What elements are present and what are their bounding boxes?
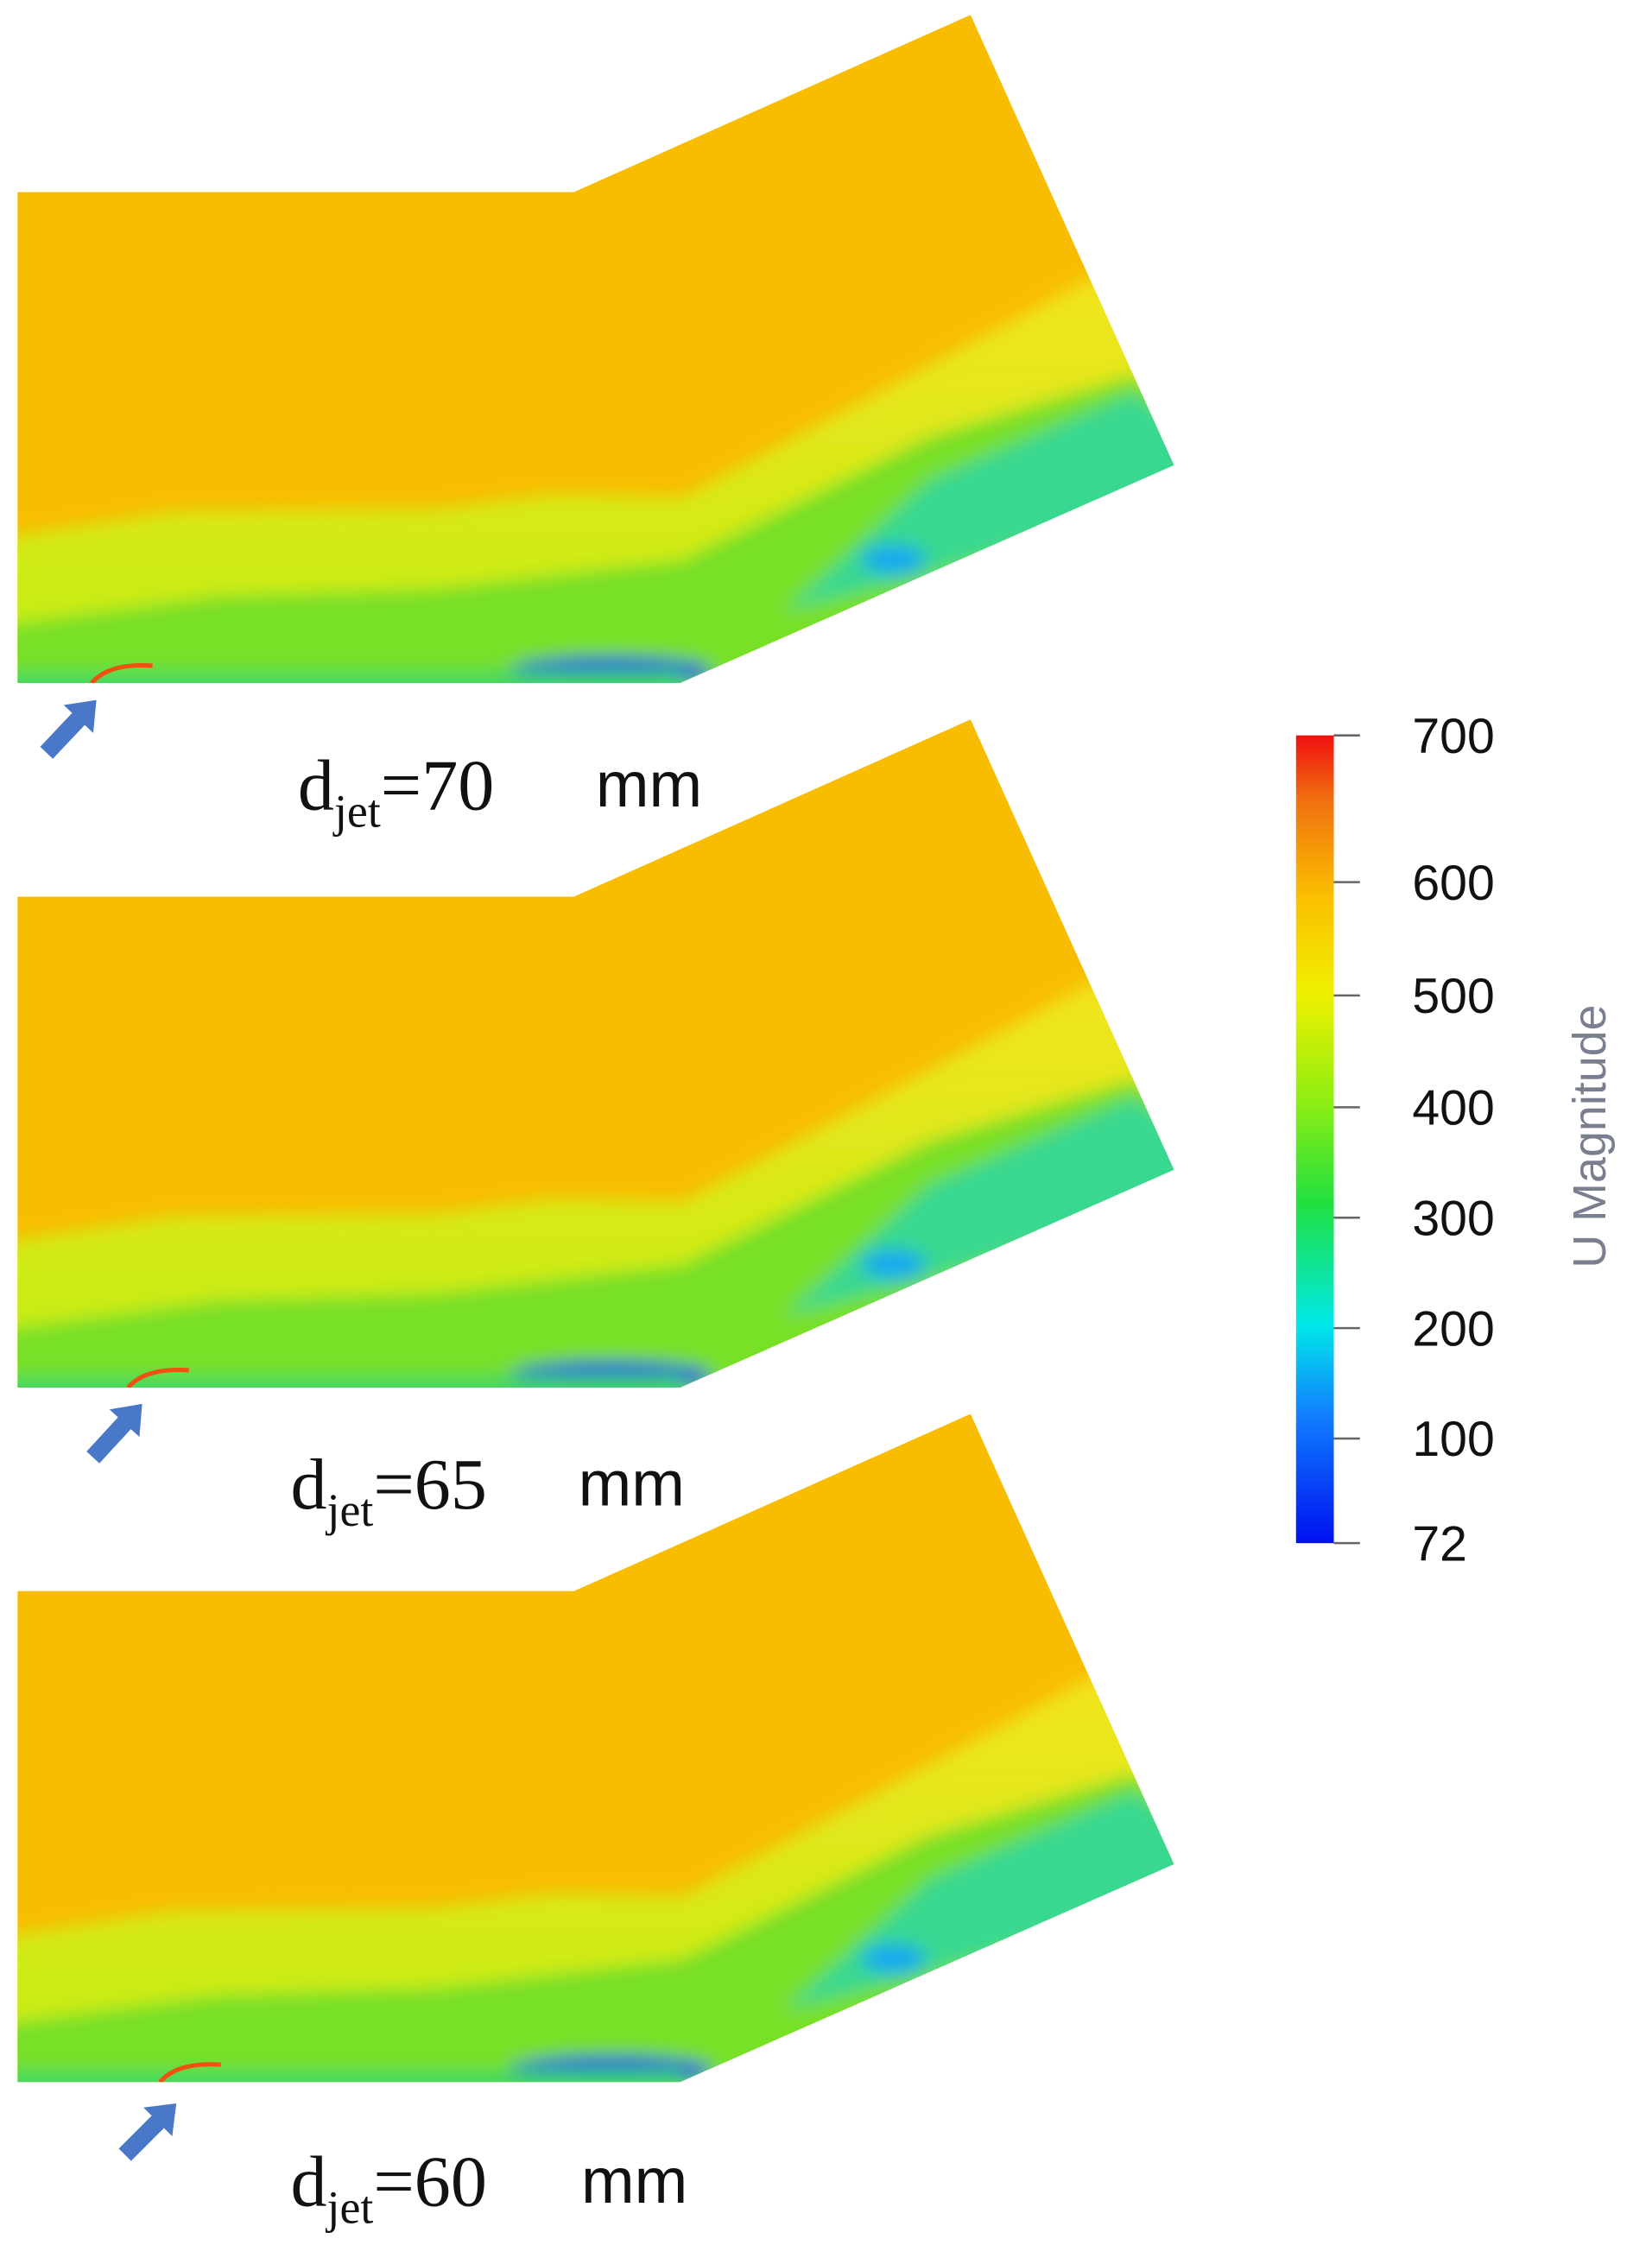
jet-line <box>126 1367 189 1388</box>
colorbar-gradient <box>1295 735 1334 1544</box>
wall-layer <box>17 1375 683 1388</box>
cyan-spot <box>861 545 926 574</box>
label-subscript: jet <box>326 1484 374 1536</box>
arrow-shape <box>40 699 97 759</box>
colorbar-title: U Magnitude <box>1564 1004 1616 1268</box>
colorbar-tick-label: 100 <box>1412 1412 1494 1467</box>
label-d: d <box>290 1445 326 1525</box>
panel-label: djet=65 <box>290 1445 486 1536</box>
label-subscript: jet <box>332 786 381 838</box>
flow-panel <box>17 15 1174 684</box>
cyan-spot <box>861 1249 926 1279</box>
jet-arrow <box>118 2103 177 2161</box>
wall-layer <box>17 671 683 684</box>
wall-layer <box>17 2070 683 2083</box>
label-subscript: jet <box>326 2182 374 2234</box>
colorbar-tick-label: 72 <box>1412 1516 1467 1572</box>
flow-panel <box>17 719 1174 1388</box>
panel-label: djet=60 <box>290 2141 486 2233</box>
colorbar-tick-label: 600 <box>1412 856 1494 911</box>
colorbar-tick-label: 200 <box>1412 1301 1494 1357</box>
label-d: d <box>298 745 334 825</box>
panel-label: djet=70 <box>298 745 494 837</box>
jet-arrow <box>40 699 97 759</box>
jet-arrow <box>86 1403 142 1464</box>
contour <box>17 15 1174 684</box>
label-unit: mm <box>596 749 702 820</box>
contour <box>17 719 1174 1388</box>
colorbar-tick-label: 400 <box>1412 1081 1494 1136</box>
colorbar-tick-label: 500 <box>1412 969 1494 1024</box>
colorbar: U Magnitude 700 600 500 400 300 200 100 72 <box>1295 709 1616 1572</box>
label-d: d <box>290 2141 326 2222</box>
jet-line <box>90 662 153 684</box>
colorbar-tick-label: 300 <box>1412 1191 1494 1246</box>
label-value: =60 <box>373 2141 487 2222</box>
label-value: =70 <box>381 745 495 825</box>
jet-line <box>158 2062 221 2083</box>
arrow-shape <box>86 1403 142 1464</box>
arrow-shape <box>118 2103 177 2161</box>
cyan-spot <box>861 1944 926 1974</box>
label-unit: mm <box>581 2145 687 2217</box>
label-unit: mm <box>579 1447 685 1519</box>
colorbar-tick-label: 700 <box>1412 709 1494 764</box>
label-value: =65 <box>373 1445 487 1525</box>
